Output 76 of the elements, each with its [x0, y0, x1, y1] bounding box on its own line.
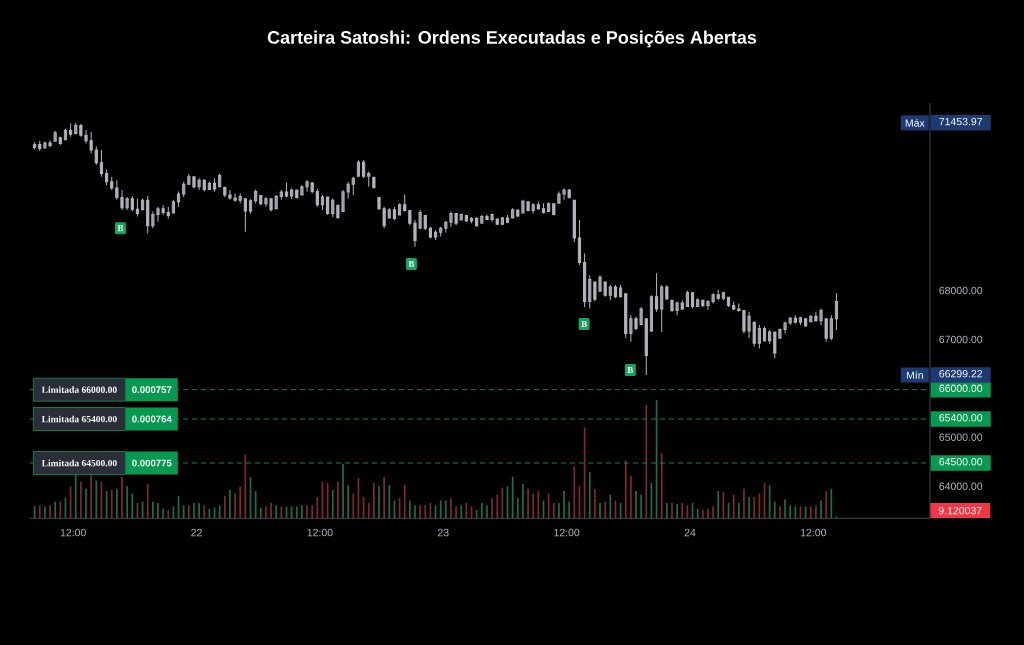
candlestick	[110, 176, 114, 191]
x-tick-label: 12:00	[801, 528, 827, 537]
candlestick	[721, 291, 725, 301]
candlestick	[804, 317, 808, 328]
y-tick-label: 67000.00	[939, 335, 983, 344]
candlestick	[33, 141, 37, 150]
candlestick	[387, 207, 391, 219]
ref-line-label: Limitada 64500.00	[41, 459, 117, 467]
annotation: B	[581, 321, 587, 328]
candlestick	[660, 284, 664, 333]
annotation: Máx	[905, 118, 925, 127]
y-tick-label: 64000.00	[939, 482, 983, 490]
candlestick	[248, 198, 253, 215]
ref-line-label: Limitada 66000.00	[41, 386, 117, 394]
annotation: Mín	[906, 371, 923, 379]
candlestick	[284, 182, 289, 198]
x-tick-label: 12:00	[554, 528, 580, 537]
candlestick	[608, 284, 612, 301]
y-tick-label: 66000.00	[939, 384, 983, 393]
chart-title: Carteira Satoshi: Ordens Executadas e Posições Abertas	[267, 30, 757, 48]
candlestick	[320, 194, 325, 211]
y-tick-label: 66299.22	[939, 369, 983, 378]
candlestick	[768, 329, 772, 345]
candlestick	[397, 202, 402, 216]
candlestick	[469, 216, 474, 224]
candlestick	[243, 197, 247, 233]
candlestick	[536, 201, 540, 211]
y-tick-label: 68000.00	[939, 286, 983, 295]
candlestick	[433, 229, 438, 241]
x-tick-label: 12:00	[60, 528, 86, 537]
candlestick	[665, 284, 669, 301]
candlestick	[279, 189, 283, 201]
candlestick	[69, 123, 73, 138]
candlestick	[798, 316, 803, 326]
candlestick	[130, 195, 134, 213]
candlestick	[834, 292, 839, 331]
annotation: 0.000764	[132, 415, 172, 423]
candlestick	[732, 301, 736, 311]
x-tick-label: 23	[437, 528, 449, 537]
annotation: B	[408, 260, 415, 267]
candlestick	[182, 181, 186, 198]
candlestick	[99, 149, 104, 178]
candlestick	[212, 177, 217, 193]
annotation: 0.000775	[132, 459, 172, 467]
candlestick	[505, 214, 510, 224]
candlestick	[166, 206, 170, 219]
ref-line-label: Limitada 65400.00	[41, 415, 117, 423]
candlestick	[577, 219, 582, 266]
x-tick-label: 12:00	[307, 528, 333, 537]
candlestick	[757, 324, 761, 350]
candlestick	[53, 130, 57, 143]
candlestick	[290, 188, 294, 200]
annotation: 0.000757	[132, 386, 172, 394]
x-tick-label: 22	[191, 528, 202, 537]
annotation: B	[627, 367, 634, 374]
candlestick	[351, 176, 355, 196]
candlestick	[680, 299, 684, 311]
candlestick	[135, 197, 140, 217]
candlestick	[654, 272, 659, 313]
candlestick	[541, 202, 546, 215]
annotation: B	[117, 225, 124, 232]
candlestick	[644, 317, 648, 376]
x-tick-label: 24	[684, 528, 696, 537]
text: 9.120037	[938, 506, 982, 515]
candlestick	[439, 226, 443, 238]
y-tick-label: 65400.00	[939, 413, 983, 422]
y-tick-label: 71453.97	[939, 117, 983, 126]
candlestick	[464, 214, 468, 223]
candlestick	[511, 207, 515, 219]
candlestick	[403, 193, 407, 213]
y-tick-label: 64500.00	[939, 458, 983, 466]
candlestick	[372, 176, 376, 190]
y-tick-label: 65000.00	[939, 433, 983, 441]
candlestick	[793, 314, 797, 325]
candlestick	[176, 191, 181, 208]
candlestick	[367, 170, 371, 188]
